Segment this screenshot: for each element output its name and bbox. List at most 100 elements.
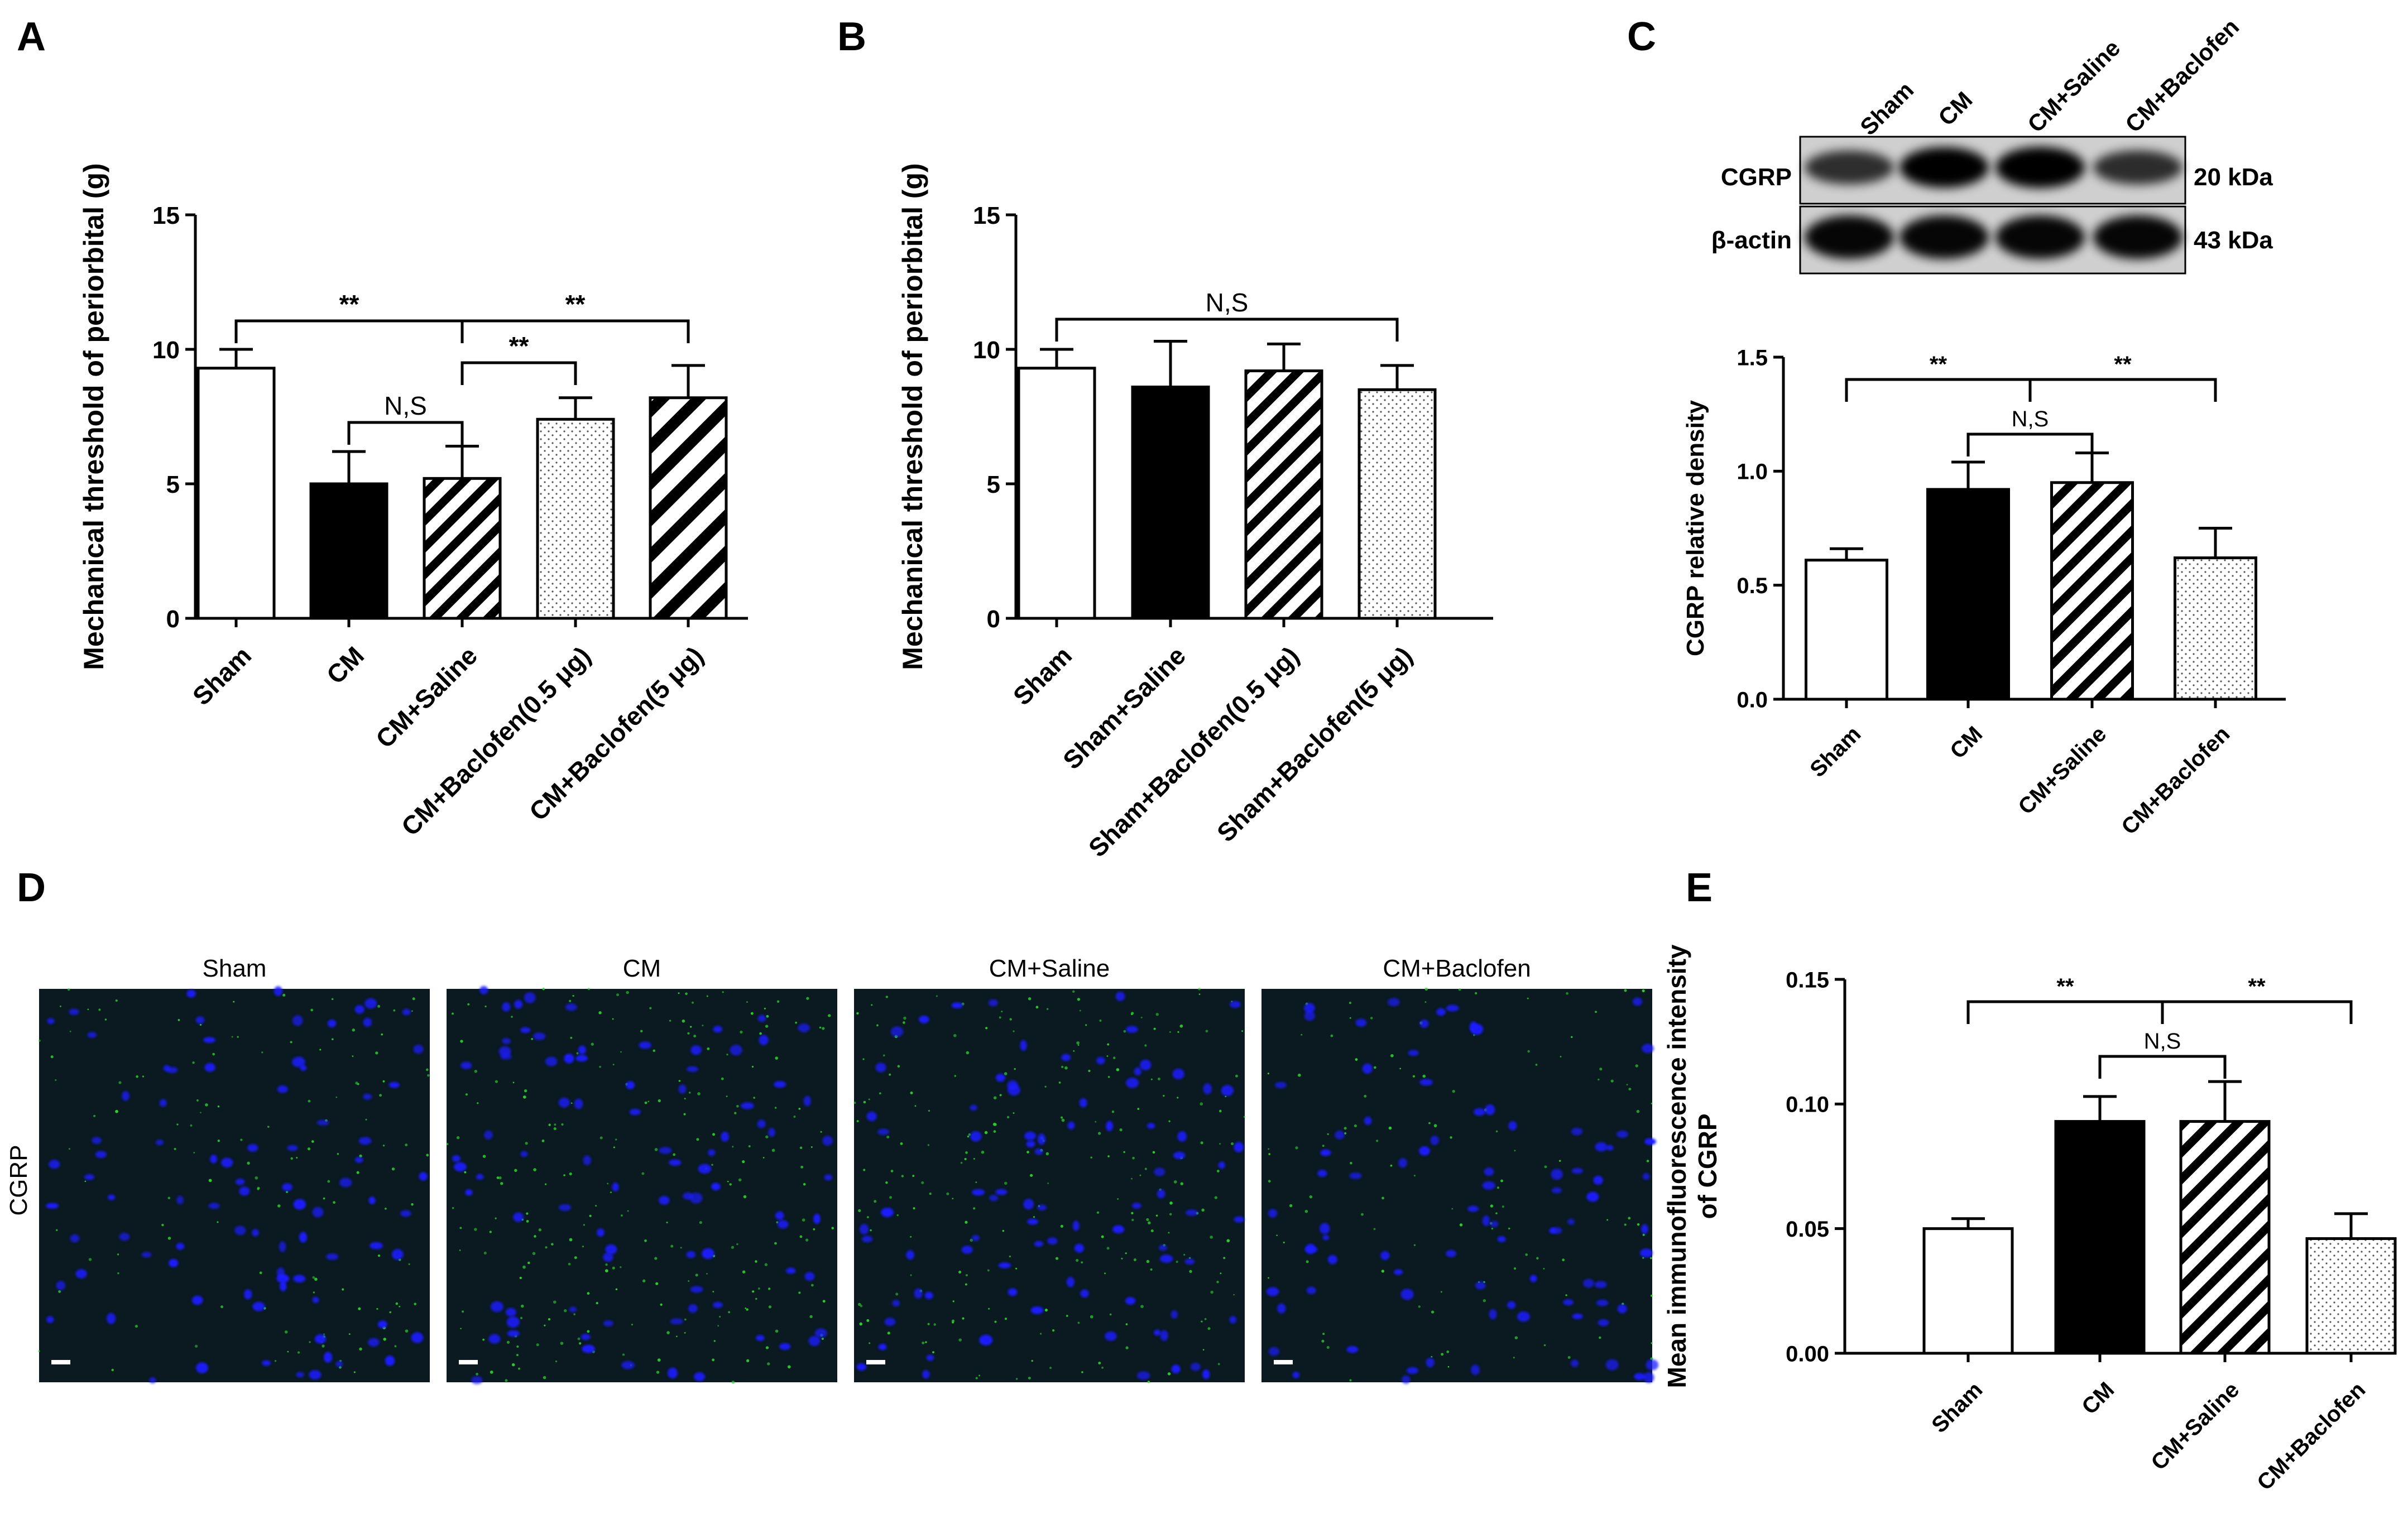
micrograph-column-label: CM+Saline — [989, 955, 1110, 982]
nucleus — [354, 1157, 363, 1163]
cgrp-fiber-dot — [548, 1318, 551, 1321]
cgrp-fiber-dot — [1200, 1102, 1203, 1106]
cgrp-fiber-dot — [212, 1052, 215, 1056]
cgrp-fiber-dot — [767, 1362, 770, 1366]
cgrp-fiber-dot — [1049, 1367, 1052, 1369]
y-tick-label: 0 — [166, 605, 180, 633]
cgrp-fiber-dot — [1177, 1097, 1179, 1099]
cgrp-fiber-dot — [1451, 1208, 1454, 1210]
cgrp-fiber-dot — [641, 1172, 645, 1175]
cgrp-fiber-dot — [775, 1329, 779, 1333]
cgrp-fiber-dot — [506, 1340, 510, 1344]
nucleus — [1160, 1330, 1168, 1341]
cgrp-fiber-dot — [1076, 1258, 1079, 1262]
cgrp-fiber-dot — [1295, 1146, 1298, 1150]
cgrp-fiber-dot — [519, 1276, 522, 1280]
nucleus — [1037, 1133, 1046, 1145]
significance-label: N,S — [2012, 407, 2049, 431]
cgrp-fiber-dot — [1064, 1066, 1068, 1070]
cgrp-fiber-dot — [514, 1169, 517, 1172]
cgrp-fiber-dot — [1176, 1261, 1178, 1263]
cgrp-fiber-dot — [882, 1054, 885, 1057]
cgrp-fiber-dot — [1650, 1257, 1652, 1260]
nucleus — [1595, 1142, 1608, 1152]
cgrp-fiber-dot — [1364, 1094, 1367, 1098]
cgrp-fiber-dot — [322, 1344, 325, 1348]
cgrp-fiber-dot — [541, 1140, 545, 1142]
cgrp-fiber-dot — [1168, 1232, 1170, 1234]
significance-bracket — [2028, 378, 2217, 402]
cgrp-fiber-dot — [1098, 1362, 1101, 1364]
nucleus — [1646, 1359, 1659, 1371]
nucleus — [779, 1343, 791, 1350]
nucleus — [890, 1026, 904, 1037]
cgrp-fiber-dot — [1268, 1180, 1271, 1183]
nucleus — [1419, 1079, 1433, 1086]
nucleus — [626, 1081, 635, 1089]
cgrp-fiber-dot — [1382, 1196, 1384, 1200]
cgrp-fiber-dot — [199, 1023, 202, 1026]
cgrp-fiber-dot — [752, 1290, 755, 1293]
scale-bar — [459, 1360, 478, 1364]
nucleus — [1047, 1237, 1058, 1245]
cgrp-fiber-dot — [591, 1042, 594, 1046]
cgrp-fiber-dot — [1433, 1124, 1437, 1128]
cgrp-fiber-dot — [673, 1153, 676, 1156]
significance-bracket — [461, 319, 690, 343]
cgrp-fiber-dot — [897, 1065, 900, 1068]
x-tick-label: CM+Saline — [2146, 1377, 2244, 1475]
cgrp-fiber-dot — [1326, 1346, 1330, 1349]
cgrp-fiber-dot — [142, 1075, 145, 1078]
cgrp-fiber-dot — [174, 1147, 176, 1151]
cgrp-fiber-dot — [1637, 1223, 1640, 1226]
blot-lane-label: CM+Saline — [2022, 35, 2125, 137]
nucleus — [1074, 1243, 1085, 1253]
nucleus — [1419, 1019, 1429, 1028]
nucleus — [1507, 1301, 1516, 1309]
cgrp-fiber-dot — [1202, 1349, 1205, 1351]
bar — [1017, 367, 1096, 620]
nucleus — [919, 1015, 929, 1023]
nucleus — [906, 1250, 914, 1260]
cgrp-fiber-dot — [521, 1304, 524, 1308]
cgrp-fiber-dot — [1125, 1252, 1127, 1254]
cgrp-fiber-dot — [653, 1049, 655, 1052]
cgrp-fiber-dot — [391, 1167, 395, 1171]
cgrp-fiber-dot — [765, 1135, 769, 1138]
y-tick-label: 0.05 — [1786, 1217, 1829, 1242]
cgrp-fiber-dot — [803, 1182, 806, 1186]
cgrp-fiber-dot — [1413, 1175, 1416, 1177]
cgrp-fiber-dot — [1214, 1196, 1217, 1199]
cgrp-fiber-dot — [654, 1257, 658, 1260]
nucleus — [363, 1017, 372, 1027]
bar — [196, 367, 276, 620]
cgrp-fiber-dot — [1219, 1143, 1221, 1145]
nucleus — [1266, 1287, 1279, 1296]
micrograph-column-label: CM — [623, 955, 661, 982]
cgrp-fiber-dot — [545, 1246, 548, 1249]
nucleus — [358, 1137, 372, 1145]
nucleus — [1572, 1313, 1584, 1319]
cgrp-fiber-dot — [135, 1324, 138, 1328]
nucleus — [326, 1253, 339, 1260]
nucleus — [1177, 1131, 1187, 1142]
nucleus — [683, 1192, 693, 1200]
cgrp-fiber-dot — [1169, 1201, 1173, 1205]
cgrp-fiber-dot — [644, 1101, 647, 1104]
nucleus — [1563, 1299, 1574, 1306]
cgrp-fiber-dot — [755, 1260, 757, 1263]
cgrp-fiber-dot — [1052, 1329, 1055, 1332]
cgrp-fiber-dot — [728, 1311, 731, 1314]
cgrp-fiber-dot — [352, 1028, 356, 1032]
cgrp-fiber-dot — [233, 1001, 235, 1003]
cgrp-fiber-dot — [482, 1155, 486, 1158]
cgrp-fiber-dot — [167, 1237, 171, 1240]
nucleus — [1072, 1220, 1080, 1231]
cgrp-fiber-dot — [605, 1263, 608, 1266]
x-tick-label: CM — [321, 641, 370, 689]
cgrp-fiber-dot — [1009, 1255, 1011, 1258]
cgrp-fiber-dot — [731, 1381, 735, 1384]
cgrp-fiber-dot — [1651, 1342, 1653, 1344]
nucleus — [176, 1243, 185, 1250]
y-tick-label: 10 — [973, 337, 1000, 364]
